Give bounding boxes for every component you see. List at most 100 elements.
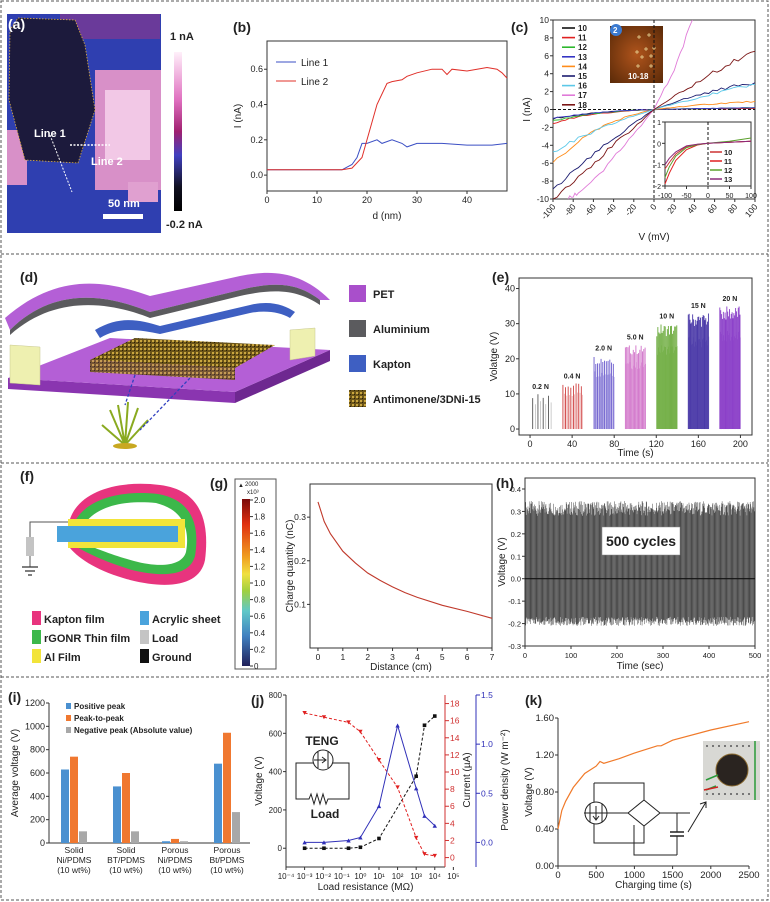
legend-label: 12 (578, 43, 587, 52)
y-tick-label: 0.40 (536, 824, 555, 835)
colorbar-frame (234, 478, 277, 670)
bar-negative (131, 831, 139, 843)
category-label: Ni/PDMS (57, 855, 92, 865)
y-tick-label: 0.4 (250, 100, 263, 110)
teng-label: TENG (305, 734, 338, 748)
colorbar-tick-label: 1.2 (254, 562, 266, 571)
legend-label: rGONR Thin film (44, 633, 130, 645)
x-tick-label: 0 (528, 439, 533, 449)
afm-bright-region (128, 182, 158, 202)
y2-tick-label: 14 (450, 733, 460, 743)
series-line-current (304, 712, 435, 857)
legend-label: Antimonene/3DNi-15 (373, 394, 481, 406)
x-tick-label: 20 (362, 195, 372, 205)
y-tick-label: 1 (657, 120, 661, 127)
y-tick-label: 1.20 (536, 750, 555, 761)
legend-label: Al Film (44, 652, 81, 664)
data-marker (377, 836, 381, 841)
teng-symbol-inner (584, 804, 608, 822)
legend-label: 16 (578, 82, 587, 91)
data-marker (302, 710, 307, 715)
breadboard-holes (706, 745, 750, 795)
y-tick-label: 200 (30, 815, 45, 825)
y2-axis-title: Current (µA) (462, 752, 473, 807)
y3-tick-label: 0.0 (481, 837, 493, 847)
panel-label-d: (d) (20, 269, 38, 285)
x-tick-label: 0 (264, 195, 269, 205)
colorbar-tick-label: 1.8 (254, 513, 266, 522)
force-label: 20 N (723, 296, 738, 303)
y3-axis-title: Power density (W m⁻²) (500, 729, 511, 830)
x-tick-label: 10⁴ (429, 872, 442, 881)
chart-k: 0 500 1000 1500 2000 2500 0.00 0.40 0.80 1.20 1.60… (524, 713, 760, 891)
legend-swatch (66, 727, 71, 733)
plot-frame (266, 40, 508, 192)
panel-c-inset-photo: 2 10-18 (610, 24, 663, 83)
y3-tick-label: 1.0 (481, 739, 493, 749)
legend-swatch (140, 611, 149, 625)
y-tick-label: -0.3 (508, 642, 521, 651)
panel-label-i: (i) (8, 689, 21, 705)
panel-label-h: (h) (496, 475, 514, 491)
circuit-wire (295, 762, 350, 806)
x-tick-label: 10 (312, 195, 322, 205)
bar-positive (162, 841, 170, 843)
photo-label: 10-18 (628, 72, 649, 81)
category-label: Porous (214, 845, 241, 855)
y-tick-label: 8 (544, 33, 549, 43)
y-tick-label: 600 (269, 729, 283, 738)
data-marker (422, 852, 427, 857)
x-tick-label: 0 (706, 193, 710, 200)
series-line-12 (664, 137, 752, 178)
data-marker (422, 723, 427, 728)
x-tick-label: 10⁰ (354, 872, 366, 881)
legend-label: Positive peak (74, 702, 126, 711)
colorbar-tick-label: 0.6 (254, 612, 266, 621)
x-tick-label: 80 (609, 439, 619, 449)
chart-h: 0 100 200 300 400 500 -0.3 -0.2 -0.1 0.0 0.1 0.2 0.3… (497, 477, 761, 672)
y-tick-label: 400 (269, 768, 283, 777)
x-axis-title: Time (s) (617, 448, 653, 459)
y2-tick-label: 2 (450, 835, 455, 845)
chart-e: 0 40 80 120 160 200 0 10 20 30 40 Time (s) Volatge (… (489, 277, 753, 459)
afm-bright-region (105, 90, 150, 160)
colorbar-a (174, 52, 182, 211)
x-tick-label: 2000 (700, 870, 721, 881)
y-tick-label: -4 (541, 140, 549, 150)
x-tick-label: 300 (657, 651, 670, 660)
force-label: 15 N (691, 303, 706, 310)
y-tick-label: 2 (544, 87, 549, 97)
y-tick-label: 0.0 (250, 170, 263, 180)
series-line-13 (664, 140, 752, 165)
legend-swatch (140, 630, 149, 644)
y2-tick-label: 10 (450, 767, 460, 777)
x-tick-label: 4 (415, 652, 420, 662)
spacer-left (9, 344, 41, 386)
force-label: 2.0 N (595, 345, 612, 352)
coin-cell-battery (715, 753, 749, 787)
colorbar-tick-label: 1.0 (254, 579, 266, 588)
category-label: (10 wt%) (210, 865, 244, 875)
legend-label: PET (373, 289, 395, 301)
data-marker (321, 840, 327, 845)
legend-swatch (32, 611, 41, 625)
y-tick-label: 0.2 (294, 556, 306, 566)
voltage-curve (557, 721, 750, 830)
y-tick-label: 800 (30, 745, 45, 755)
arrow-to-photo (687, 801, 707, 833)
antimonene-foam-front (90, 360, 235, 380)
panel-f: (f) (20, 468, 207, 585)
y2-tick-label: 8 (450, 784, 455, 794)
line1-marker (49, 134, 73, 193)
y-tick-label: 600 (30, 768, 45, 778)
y-axis-title: Charge quantity (nC) (285, 520, 296, 613)
plot-frame (518, 277, 753, 436)
charge-curve (317, 501, 493, 619)
data-marker (321, 715, 327, 720)
category-label: (10 wt%) (158, 865, 192, 875)
force-label: 5.0 N (627, 335, 644, 342)
x-tick-label: 40 (462, 195, 472, 205)
x-tick-label: 7 (490, 652, 495, 662)
